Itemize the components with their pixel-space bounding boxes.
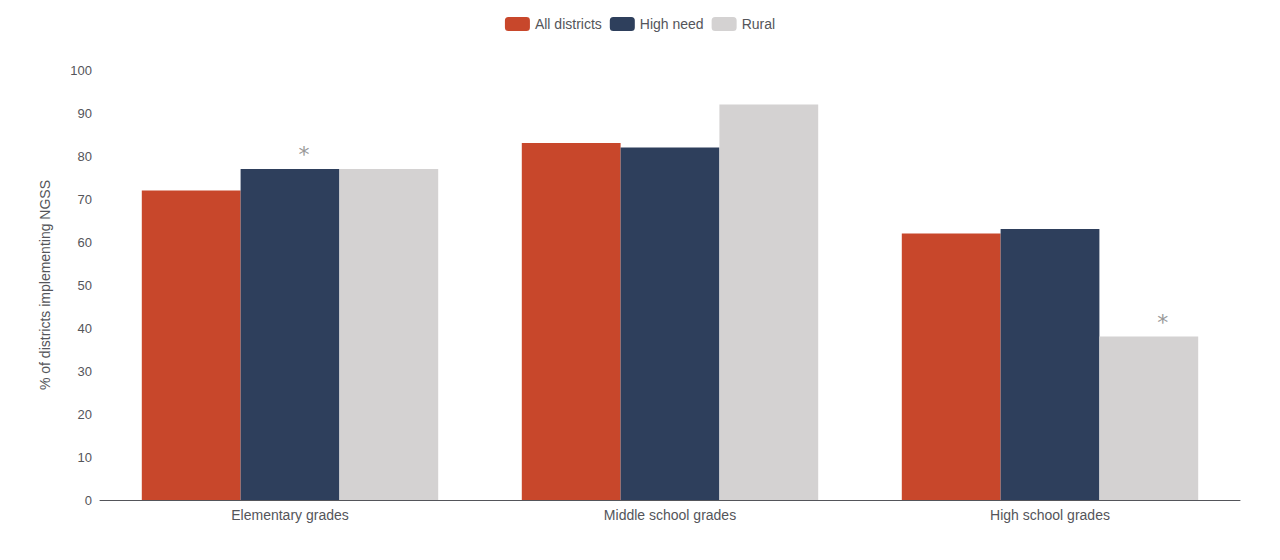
svg-text:All districts: All districts — [535, 16, 602, 32]
svg-text:20: 20 — [78, 407, 92, 422]
svg-text:High need: High need — [640, 16, 704, 32]
svg-text:Middle school grades: Middle school grades — [604, 507, 736, 523]
svg-text:Elementary grades: Elementary grades — [231, 507, 349, 523]
svg-text:40: 40 — [78, 321, 92, 336]
svg-text:60: 60 — [78, 235, 92, 250]
svg-text:0: 0 — [85, 493, 92, 508]
svg-text:70: 70 — [78, 192, 92, 207]
svg-text:10: 10 — [78, 450, 92, 465]
svg-text:High school grades: High school grades — [990, 507, 1110, 523]
svg-text:*: * — [299, 142, 310, 167]
svg-text:100: 100 — [70, 63, 92, 78]
svg-text:Rural: Rural — [742, 16, 775, 32]
svg-text:50: 50 — [78, 278, 92, 293]
svg-text:% of districts implementing NG: % of districts implementing NGSS — [37, 180, 53, 390]
svg-text:90: 90 — [78, 106, 92, 121]
svg-text:30: 30 — [78, 364, 92, 379]
svg-text:*: * — [1157, 310, 1168, 335]
svg-text:80: 80 — [78, 149, 92, 164]
